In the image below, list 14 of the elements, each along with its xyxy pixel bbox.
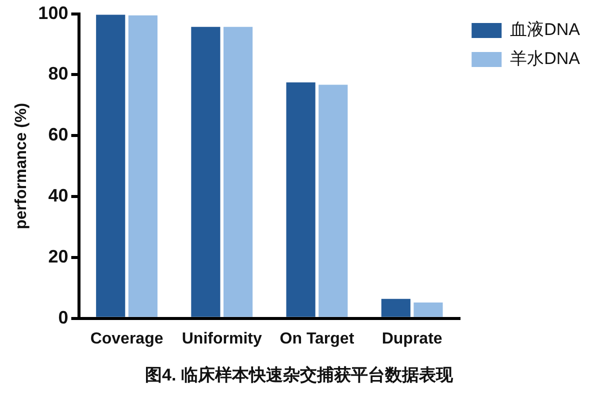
y-tick-label: 20 <box>48 246 68 266</box>
y-axis-title: performance (%) <box>13 102 30 230</box>
text: 图4. 临床样本快速杂交捕获平台数据表现 <box>145 365 454 384</box>
y-tick-label: 40 <box>48 186 68 206</box>
x-tick-label: On Target <box>280 330 355 348</box>
y-tick-label: 60 <box>48 124 68 145</box>
x-tick-label: Coverage <box>90 330 164 348</box>
x-tick-label: Uniformity <box>182 330 262 348</box>
legend-label: 羊水DNA <box>510 49 581 68</box>
x-tick-label: Duprate <box>382 330 442 348</box>
y-tick-label: 80 <box>48 64 68 84</box>
legend-label: 血液DNA <box>510 20 581 40</box>
y-tick-label: 100 <box>38 2 68 23</box>
y-tick-label: 0 <box>58 307 68 328</box>
